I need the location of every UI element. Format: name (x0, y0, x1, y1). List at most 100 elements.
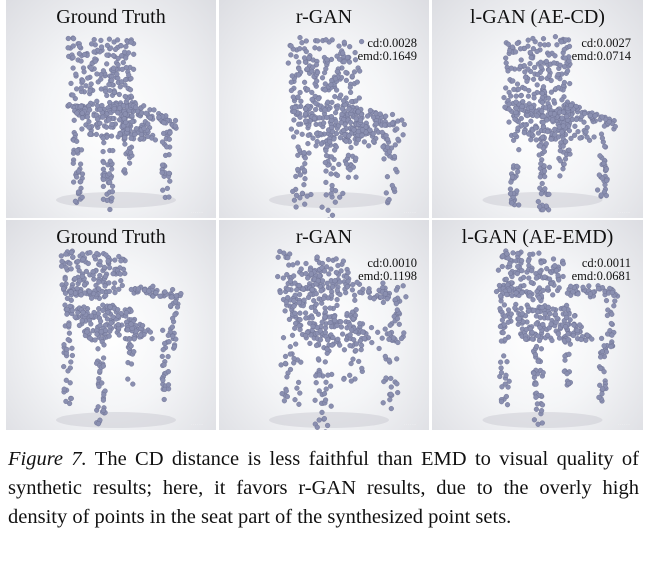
point (601, 160, 607, 167)
point (284, 374, 290, 380)
point (536, 152, 542, 158)
point (524, 112, 530, 119)
point (506, 378, 512, 384)
point (534, 401, 541, 407)
point (598, 192, 604, 198)
point (70, 43, 76, 49)
point (278, 362, 284, 368)
point (102, 312, 108, 319)
point (325, 372, 331, 378)
point (104, 42, 111, 49)
point (81, 69, 87, 75)
point (388, 384, 394, 390)
point (285, 60, 291, 66)
panel-title: Ground Truth (56, 6, 166, 28)
point (499, 253, 506, 259)
point (560, 123, 566, 129)
point (334, 322, 340, 329)
point (76, 322, 83, 329)
point (332, 278, 338, 284)
point (288, 126, 295, 132)
point (122, 111, 128, 117)
point (161, 130, 167, 137)
point (603, 297, 610, 304)
point (84, 329, 90, 335)
point (329, 284, 336, 290)
point (141, 103, 147, 109)
point (553, 319, 559, 326)
point (383, 190, 389, 196)
point (65, 368, 71, 374)
point (353, 140, 359, 146)
point (282, 308, 288, 314)
point (345, 269, 351, 276)
point (302, 332, 309, 339)
point (328, 191, 334, 197)
point (557, 148, 563, 154)
point (321, 295, 327, 302)
point (347, 372, 353, 378)
point (330, 165, 336, 171)
point (527, 251, 533, 258)
point (373, 121, 379, 127)
point (303, 315, 309, 321)
point (140, 322, 146, 329)
point (79, 318, 85, 324)
point (587, 291, 594, 297)
point (316, 46, 322, 52)
point (394, 381, 400, 387)
point (122, 77, 129, 83)
point (506, 119, 512, 125)
point (545, 315, 551, 321)
cd-value: cd:0.0010 (367, 256, 417, 270)
point (86, 119, 92, 125)
point (317, 328, 323, 334)
point (285, 286, 291, 292)
point (115, 62, 121, 68)
point (343, 138, 349, 144)
point (131, 336, 137, 342)
point (166, 170, 172, 176)
point (546, 67, 552, 73)
point (309, 89, 315, 96)
point (59, 258, 65, 265)
point (538, 408, 545, 414)
point (542, 311, 548, 317)
point (123, 43, 129, 50)
point (322, 160, 328, 166)
point (87, 335, 93, 341)
point (344, 284, 350, 290)
point (70, 92, 76, 98)
point (324, 57, 330, 63)
point-cloud-points (269, 34, 407, 218)
point (303, 48, 309, 55)
point (538, 346, 545, 352)
point (323, 37, 329, 43)
point (566, 43, 573, 50)
point (60, 285, 67, 292)
point (533, 343, 540, 350)
point (566, 128, 573, 134)
point (313, 100, 319, 107)
render-watermark: ······· (618, 422, 631, 427)
point (116, 117, 123, 123)
point (291, 197, 298, 203)
point (531, 95, 537, 101)
point (526, 131, 532, 137)
point (557, 62, 563, 68)
point (163, 152, 169, 159)
point (504, 402, 511, 408)
point (562, 64, 568, 70)
point (94, 331, 100, 337)
point (106, 333, 112, 339)
point (88, 65, 94, 71)
point (109, 183, 116, 189)
point (78, 292, 84, 298)
point (353, 307, 359, 313)
point (334, 172, 341, 179)
point (539, 420, 545, 426)
point (545, 42, 552, 48)
point (545, 332, 551, 338)
point (111, 285, 117, 291)
point (394, 307, 400, 313)
